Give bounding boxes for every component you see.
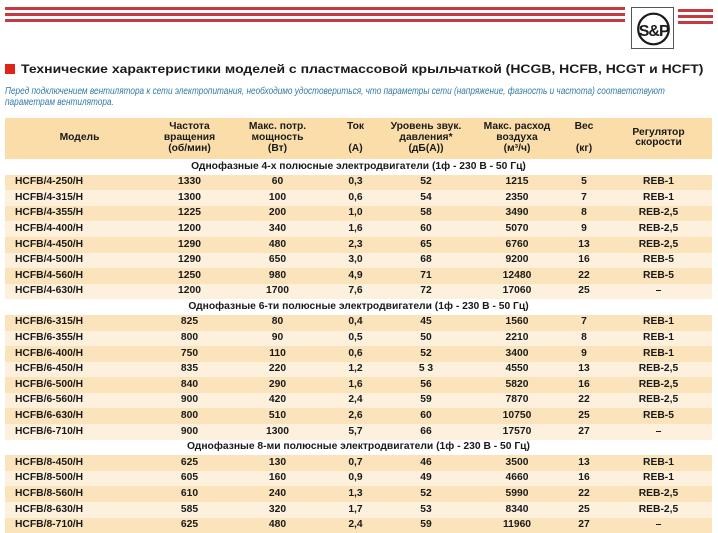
svg-text:S&P: S&P [639,23,670,40]
